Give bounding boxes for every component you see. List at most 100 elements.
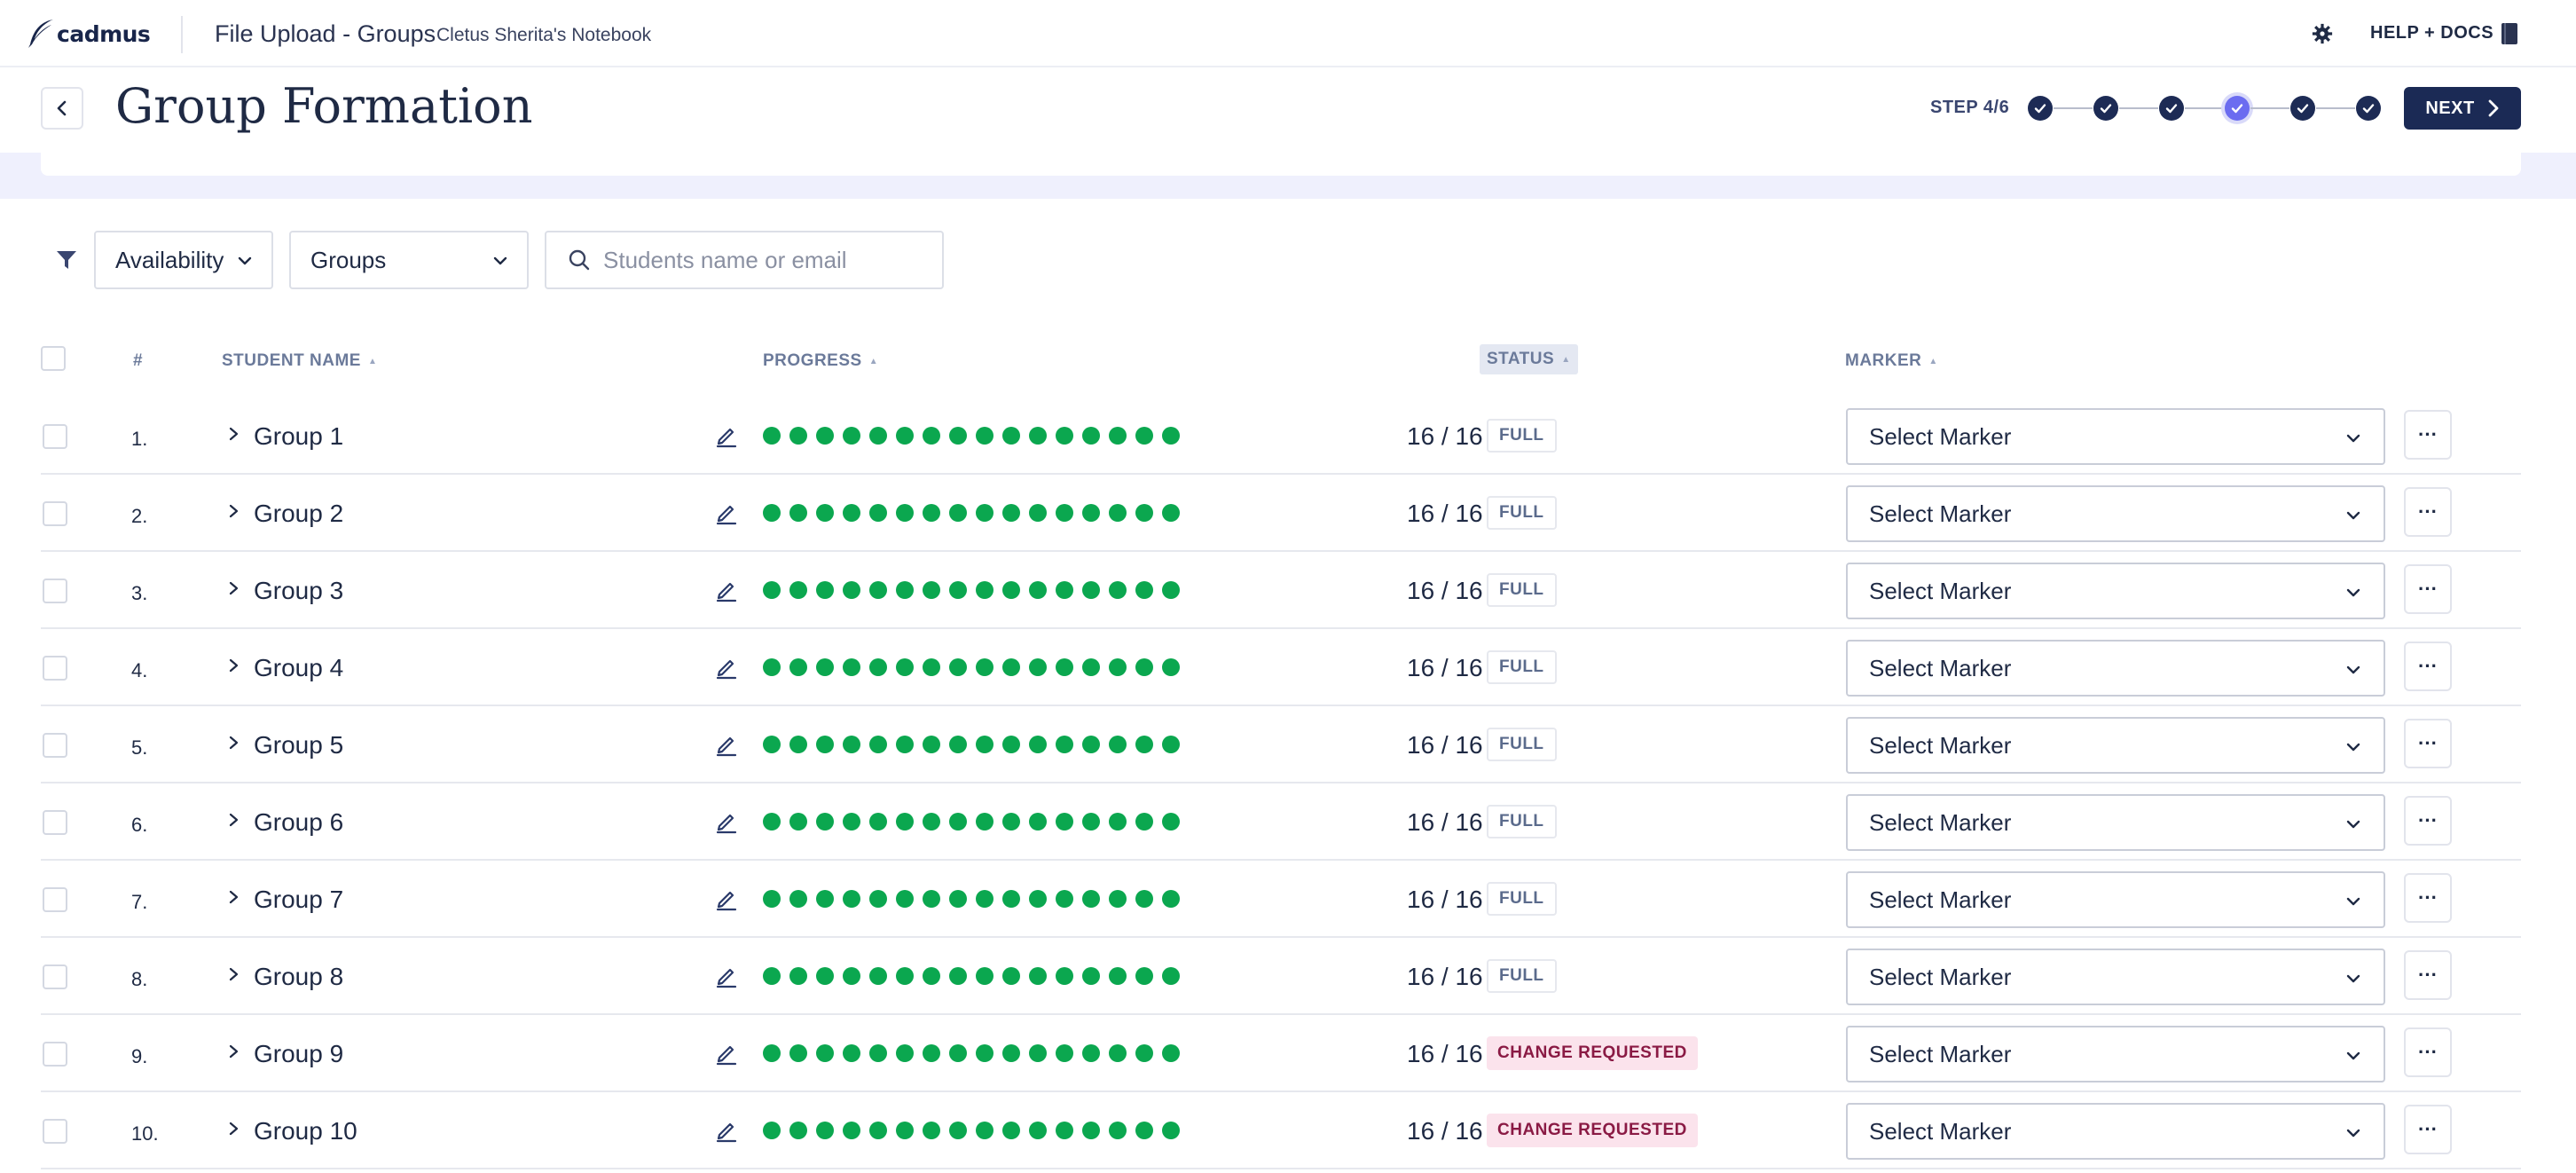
table-row[interactable]: 10. Group 10 16 / 16 CHANGE REQUESTED Select… [41, 1092, 2521, 1169]
marker-select[interactable]: Select Marker [1846, 640, 2385, 697]
table-row[interactable]: 2. Group 2 16 / 16 FULL Select Marker ··· [41, 475, 2521, 552]
marker-select[interactable]: Select Marker [1846, 794, 2385, 851]
group-name[interactable]: Group 4 [254, 654, 344, 681]
progress-dot [1002, 967, 1020, 985]
col-status[interactable]: STATUS ▲ [1480, 344, 1578, 374]
row-checkbox[interactable] [43, 1119, 67, 1144]
pencil-icon[interactable] [713, 731, 740, 758]
table-row[interactable]: 9. Group 9 16 / 16 CHANGE REQUESTED Select M… [41, 1015, 2521, 1092]
filter-icon[interactable] [55, 248, 78, 272]
more-options-button[interactable]: ··· [2404, 719, 2452, 768]
group-name[interactable]: Group 9 [254, 1040, 344, 1067]
col-status-label: STATUS [1487, 350, 1555, 368]
chevron-right-icon[interactable] [225, 498, 243, 524]
more-options-button[interactable]: ··· [2404, 873, 2452, 923]
pencil-icon[interactable] [713, 886, 740, 912]
chevron-right-icon[interactable] [225, 729, 243, 756]
pencil-icon[interactable] [713, 1040, 740, 1067]
row-checkbox[interactable] [43, 424, 67, 449]
member-count: 16 / 16 [1407, 963, 1483, 990]
group-name[interactable]: Group 10 [254, 1117, 357, 1145]
back-button[interactable] [41, 87, 83, 130]
chevron-right-icon[interactable] [225, 421, 243, 447]
table-row[interactable]: 3. Group 3 16 / 16 FULL Select Marker ··· [41, 552, 2521, 629]
pencil-icon[interactable] [713, 422, 740, 449]
marker-select[interactable]: Select Marker [1846, 871, 2385, 928]
col-marker[interactable]: MARKER ▲ [1845, 351, 1938, 371]
marker-select[interactable]: Select Marker [1846, 563, 2385, 619]
more-options-button[interactable]: ··· [2404, 410, 2452, 460]
table-row[interactable]: 4. Group 4 16 / 16 FULL Select Marker ··· [41, 629, 2521, 706]
row-number: 3. [131, 582, 148, 604]
step-connector [2054, 107, 2093, 109]
table-row[interactable]: 1. Group 1 16 / 16 FULL Select Marker ··· [41, 398, 2521, 475]
row-checkbox[interactable] [43, 579, 67, 603]
group-name[interactable]: Group 3 [254, 577, 344, 604]
next-button[interactable]: NEXT [2404, 87, 2521, 130]
group-name[interactable]: Group 7 [254, 886, 344, 913]
row-checkbox[interactable] [43, 810, 67, 835]
progress-dot [763, 427, 781, 445]
more-options-button[interactable]: ··· [2404, 1027, 2452, 1077]
book-icon[interactable] [2500, 22, 2519, 45]
marker-select[interactable]: Select Marker [1846, 1026, 2385, 1082]
table-row[interactable]: 6. Group 6 16 / 16 FULL Select Marker ··· [41, 783, 2521, 861]
gear-icon[interactable] [2312, 23, 2333, 44]
chevron-right-icon[interactable] [225, 884, 243, 910]
group-name[interactable]: Group 5 [254, 731, 344, 759]
row-checkbox[interactable] [43, 1042, 67, 1067]
groups-dropdown[interactable]: Groups [289, 231, 529, 289]
progress-dot [949, 1044, 967, 1062]
table-row[interactable]: 5. Group 5 16 / 16 FULL Select Marker ··· [41, 706, 2521, 783]
marker-select[interactable]: Select Marker [1846, 949, 2385, 1005]
progress-dot [816, 427, 834, 445]
marker-select[interactable]: Select Marker [1846, 485, 2385, 542]
availability-dropdown[interactable]: Availability [94, 231, 273, 289]
pencil-icon[interactable] [713, 500, 740, 526]
cadmus-logo[interactable]: cadmus [27, 18, 151, 50]
row-checkbox[interactable] [43, 733, 67, 758]
more-icon: ··· [2418, 732, 2438, 754]
col-student-name[interactable]: STUDENT NAME ▲ [222, 351, 377, 371]
marker-select[interactable]: Select Marker [1846, 408, 2385, 465]
row-checkbox[interactable] [43, 964, 67, 989]
row-checkbox[interactable] [43, 656, 67, 681]
help-docs-link[interactable]: HELP + DOCS [2370, 23, 2494, 43]
row-checkbox[interactable] [43, 887, 67, 912]
chevron-right-icon[interactable] [225, 961, 243, 988]
col-progress[interactable]: PROGRESS ▲ [763, 351, 878, 371]
more-options-button[interactable]: ··· [2404, 642, 2452, 691]
progress-dot [896, 658, 914, 676]
row-checkbox[interactable] [43, 501, 67, 526]
pencil-icon[interactable] [713, 577, 740, 603]
progress-dot [1002, 658, 1020, 676]
table-row[interactable]: 7. Group 7 16 / 16 FULL Select Marker ··· [41, 861, 2521, 938]
pencil-icon[interactable] [713, 654, 740, 681]
progress-dot [1109, 427, 1127, 445]
table-row[interactable]: 8. Group 8 16 / 16 FULL Select Marker ··· [41, 938, 2521, 1015]
marker-select[interactable]: Select Marker [1846, 717, 2385, 774]
more-options-button[interactable]: ··· [2404, 564, 2452, 614]
more-options-button[interactable]: ··· [2404, 487, 2452, 537]
chevron-right-icon[interactable] [225, 652, 243, 679]
chevron-right-icon[interactable] [225, 575, 243, 602]
select-all-checkbox[interactable] [41, 346, 66, 371]
more-options-button[interactable]: ··· [2404, 950, 2452, 1000]
search-field[interactable] [545, 231, 944, 289]
search-input[interactable] [603, 246, 923, 274]
pencil-icon[interactable] [713, 808, 740, 835]
pencil-icon[interactable] [713, 963, 740, 989]
more-icon: ··· [2418, 578, 2438, 600]
chevron-right-icon[interactable] [225, 1115, 243, 1142]
more-options-button[interactable]: ··· [2404, 796, 2452, 846]
more-options-button[interactable]: ··· [2404, 1105, 2452, 1154]
row-number: 10. [131, 1122, 159, 1145]
group-name[interactable]: Group 6 [254, 808, 344, 836]
pencil-icon[interactable] [713, 1117, 740, 1144]
group-name[interactable]: Group 8 [254, 963, 344, 990]
group-name[interactable]: Group 1 [254, 422, 344, 450]
chevron-right-icon[interactable] [225, 1038, 243, 1065]
marker-select[interactable]: Select Marker [1846, 1103, 2385, 1160]
chevron-right-icon[interactable] [225, 807, 243, 833]
group-name[interactable]: Group 2 [254, 500, 344, 527]
